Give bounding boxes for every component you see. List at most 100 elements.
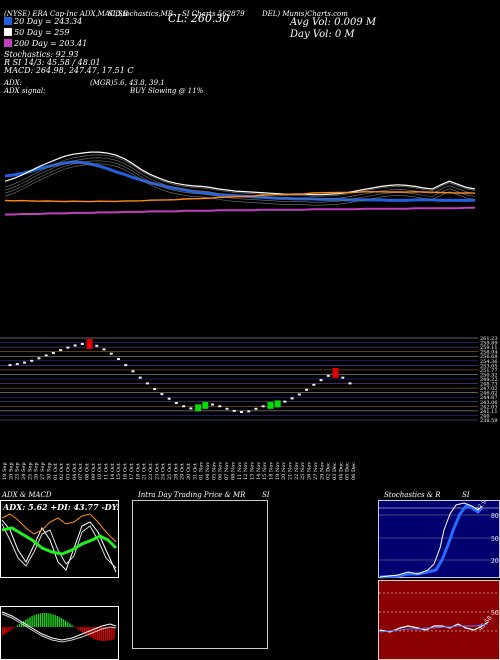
adx-macd-panel-title: ADX & MACD — [2, 491, 52, 499]
candle — [319, 379, 323, 382]
candle — [225, 407, 229, 410]
candle — [86, 339, 93, 349]
adx-signal-label: ADX signal: — [4, 87, 46, 95]
candle — [102, 348, 106, 351]
macd-bar — [111, 627, 113, 640]
candle — [44, 354, 48, 357]
macd-bar — [100, 627, 103, 641]
candle — [15, 363, 19, 366]
band-line-0 — [4, 154, 476, 197]
rsi-tick-50: 50 — [491, 610, 499, 617]
macd-bar — [104, 627, 107, 641]
price-level-label: 248.73 — [480, 382, 498, 388]
price-levels: 261.23259.89259.11258.04256.68254.36253.… — [0, 336, 498, 424]
date-label: 18 Oct — [135, 463, 141, 480]
macd-bar — [90, 627, 92, 638]
date-label: 21 Oct — [142, 463, 148, 480]
date-label: 03 Oct — [65, 463, 71, 480]
ma20-swatch — [4, 17, 12, 25]
chart-title: (NYSE) ERA Cap-Inc ADX,MACD,B — [4, 10, 128, 18]
date-label: 05 Dec — [345, 462, 351, 480]
macd-bar — [83, 627, 86, 635]
candle — [167, 397, 171, 400]
macd-bar — [18, 623, 21, 627]
macd-bar — [86, 627, 88, 636]
macd-bar — [25, 619, 27, 627]
rsi-line — [379, 621, 489, 633]
macd-bar — [46, 613, 48, 627]
date-label: 04 Dec — [338, 462, 344, 480]
candle — [326, 374, 330, 377]
price-level-label: 247.02 — [480, 386, 498, 392]
date-label: 08 Oct — [84, 463, 90, 480]
macd-signal-line — [1, 613, 117, 643]
macd-bar — [65, 620, 67, 627]
macd-bar — [56, 615, 58, 627]
adx-value: (MGR)5.6, 43.8, 39.1 — [90, 79, 165, 87]
macd-line — [1, 611, 117, 641]
price-level-label: 258.04 — [480, 350, 498, 356]
date-label: 26 Nov — [307, 462, 313, 480]
date-label: 26 Sep — [34, 462, 40, 480]
candle — [8, 364, 12, 367]
date-label: 16 Oct — [123, 463, 129, 480]
macd-bar — [39, 613, 42, 627]
day-volume: Day Vol: 0 M — [290, 29, 355, 40]
macd-bar — [41, 613, 44, 627]
adx-label: ADX: — [4, 79, 23, 87]
date-label: 25 Oct — [167, 463, 173, 480]
price-level-label: 241.11 — [480, 409, 498, 415]
date-label: 22 Oct — [148, 463, 154, 480]
candle — [138, 376, 142, 379]
candle — [341, 376, 345, 379]
date-label: 24 Oct — [161, 463, 167, 480]
date-label: 10 Oct — [97, 463, 103, 480]
date-label: 02 Oct — [59, 463, 65, 480]
macd-bar — [2, 627, 4, 636]
price-level-label: 242.03 — [480, 404, 498, 410]
macd-bar — [48, 613, 50, 627]
stoch-rsi-panel: 92.93 80 50 20 50 45.58 — [378, 500, 500, 660]
candle — [174, 402, 178, 405]
macd-histogram — [2, 613, 115, 641]
macd-bar — [79, 627, 82, 632]
macd-bar — [31, 616, 33, 627]
date-label: 20 Nov — [281, 462, 287, 480]
candle — [22, 361, 26, 364]
candle — [73, 344, 77, 347]
macd-bar — [113, 627, 115, 640]
candle — [195, 404, 202, 412]
macd-bar — [107, 627, 109, 641]
price-level-label: 259.11 — [480, 345, 498, 351]
date-label: 01 Oct — [53, 463, 59, 480]
price-level-label: 246.02 — [480, 391, 498, 397]
macd-bar — [8, 627, 10, 632]
ma20-label: 20 Day = 243.34 — [14, 17, 83, 26]
intraday-panel — [132, 500, 268, 649]
date-label: 05 Nov — [211, 462, 217, 480]
stoch-tick-20: 20 — [491, 558, 499, 565]
close-price: CL: 260.30 — [168, 12, 230, 25]
candle — [312, 383, 316, 386]
macd-bar — [35, 614, 37, 627]
macd-bar — [71, 625, 73, 627]
candle — [153, 388, 157, 391]
candle — [95, 344, 99, 347]
macd-bar — [62, 619, 65, 627]
date-label: 29 Oct — [180, 463, 186, 480]
candle — [189, 407, 193, 410]
candle — [37, 357, 41, 360]
date-label: 06 Dec — [351, 462, 357, 480]
date-axis: 19 Sep 20 Sep 23 Sep 24 Sep 25 Sep 26 Sep 27 S… — [2, 462, 357, 480]
date-label: 19 Nov — [275, 462, 281, 480]
macd-bar — [50, 613, 52, 627]
date-label: 25 Nov — [300, 462, 306, 480]
avg-volume: Avg Vol: 0.009 M — [290, 17, 377, 28]
intraday-box — [132, 500, 268, 649]
candle — [30, 359, 34, 362]
adx-line — [1, 526, 118, 556]
candle — [267, 401, 274, 409]
date-label: 01 Nov — [199, 462, 205, 480]
adx-di-line — [1, 513, 117, 543]
price-level-label: 256.68 — [480, 354, 498, 360]
